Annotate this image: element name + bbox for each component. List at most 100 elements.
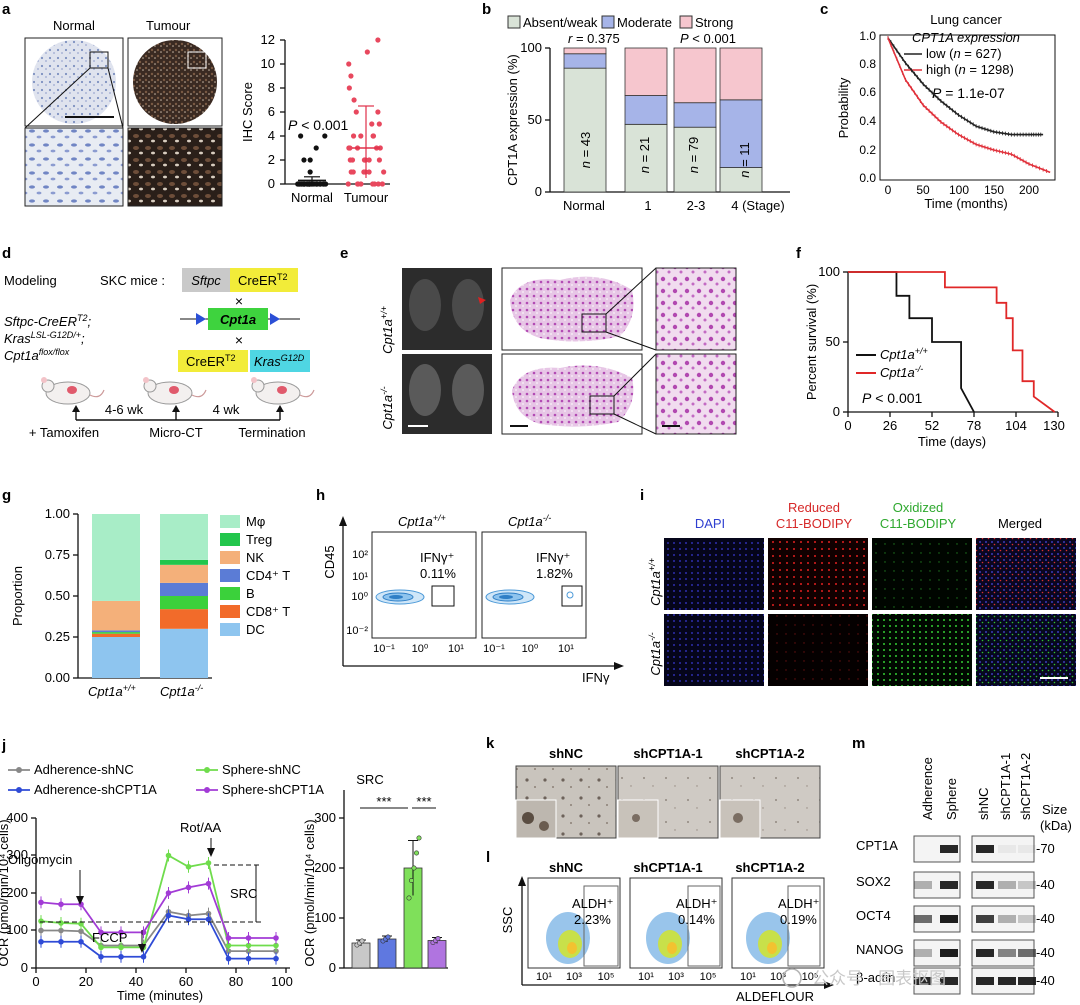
legend-swatch-strong (679, 15, 693, 29)
fluor-reduced-ko (768, 614, 868, 686)
data-point (118, 944, 124, 951)
tick-label: 0.00 (45, 670, 70, 685)
bar-segment (563, 47, 607, 55)
size-marker: -40 (1036, 945, 1055, 960)
data-point (98, 953, 104, 960)
bar-segment (160, 582, 208, 596)
tick-label: 0 (32, 974, 39, 989)
col-shcpt1a-2: shCPT1A-2 (735, 746, 804, 761)
y-axis-label: Proportion (10, 566, 25, 626)
tick-label: 0.50 (45, 588, 70, 603)
tick-label: 8 (268, 80, 275, 95)
genotype-sup: T2 (77, 313, 88, 323)
label-skc-mice: SKC mice : (100, 273, 165, 288)
data-point (346, 61, 352, 67)
box-creer-2 (178, 350, 248, 372)
fluor-merged-ko (976, 614, 1076, 686)
genotype-text: Cpt1a (4, 348, 39, 363)
tick-label: 2 (268, 152, 275, 167)
data-point (225, 955, 232, 962)
col-sup: -/- (543, 513, 552, 523)
data-point (185, 863, 192, 870)
row-sup: -/- (379, 386, 389, 395)
tick-label: 10⁵ (598, 971, 615, 983)
tick-label: 26 (883, 418, 897, 433)
blot-band (1018, 845, 1036, 853)
tick-label: 50 (916, 183, 930, 197)
watermark-text: 公众号 · 图表抠图 (812, 969, 946, 988)
tissue-core-normal (32, 40, 116, 124)
x-axis-label: Time (days) (918, 434, 986, 449)
ocr-line (41, 910, 276, 953)
legend-label: Sphere-shNC (222, 762, 301, 777)
flow-plot-ko (481, 531, 587, 639)
zoom-box (589, 395, 615, 415)
panel-letter-l: l (486, 849, 490, 866)
loxp-site (196, 313, 206, 325)
interval-1: 4-6 wk (105, 402, 144, 417)
row-label-wt: Cpt1a+/+ (647, 558, 663, 606)
lane-shnc: shNC (976, 787, 991, 820)
legend-ko: Cpt1a-/- (880, 364, 923, 380)
lane-shcpt1a-2: shCPT1A-2 (1018, 753, 1033, 820)
bar-segment (624, 123, 668, 193)
gate-label: ALDH⁺ (778, 896, 820, 911)
y-ticks-g: 0.00 0.25 0.50 0.75 1.00 (45, 506, 78, 685)
cat-text: Cpt1a (88, 684, 123, 699)
data-point (118, 953, 124, 960)
tick-label: 10¹ (448, 643, 464, 655)
blot-band (998, 881, 1016, 889)
data-point (38, 927, 44, 934)
blot-band (976, 881, 994, 889)
cross-symbol: × (235, 293, 243, 309)
legend-text: Cpt1a (880, 347, 915, 362)
data-point (350, 169, 356, 175)
tick-label: 10⁰ (351, 591, 368, 603)
panel-b: b Absent/weak Moderate Strong r = 0.375 … (482, 1, 790, 213)
tick-label: 0.4 (859, 114, 876, 128)
tick-label: 100 (949, 183, 969, 197)
lane-sphere: Sphere (944, 778, 959, 820)
flow-plot-shnc (527, 877, 621, 969)
x-ticks-h: 10⁻¹ 10⁰ 10¹ 10⁻¹ 10⁰ 10¹ (373, 643, 574, 655)
blot-band (1018, 881, 1036, 889)
size-marker: -40 (1036, 911, 1055, 926)
interval-2: 4 wk (213, 402, 240, 417)
western-blot: CPT1A -70 SOX2 -40 OCT4 -40 NANOG -40 β-actin -40 (856, 835, 1055, 995)
tick-label: 300 (6, 847, 28, 862)
tick-label: 78 (967, 418, 981, 433)
legend-marker (16, 767, 22, 773)
p-value-c: P = 1.1e-07 (932, 85, 1005, 101)
he-zoom-ko (655, 353, 737, 435)
data-point (98, 944, 104, 951)
he-zoom-wt (655, 267, 737, 351)
bar-segment (719, 167, 763, 193)
blot-band (940, 915, 958, 923)
legend-label: Treg (246, 532, 272, 547)
panel-m: m Adherence Sphere shNC shCPT1A-1 shCPT1… (852, 735, 1072, 995)
bar-segment (624, 95, 668, 125)
blot-band (976, 949, 994, 957)
sphere (522, 812, 534, 824)
size-marker: -40 (1036, 973, 1055, 988)
x-axis-label: IFNγ (582, 670, 610, 685)
gate-label: ALDH⁺ (676, 896, 718, 911)
blot-band (998, 845, 1016, 853)
legend-high: high (n = 1298) (926, 62, 1014, 77)
label-oligomycin: Oligomycin (8, 852, 72, 867)
data-point (379, 181, 386, 187)
panel-letter-i: i (640, 487, 644, 504)
data-point (245, 942, 252, 949)
y-axis-label: SSC (500, 907, 515, 934)
panel-letter-f: f (796, 245, 802, 262)
label-rotaa: Rot/AA (180, 820, 222, 835)
label-creer: CreERT2 (238, 272, 288, 288)
cat-sup: -/- (195, 683, 204, 693)
col-text: Cpt1a (398, 514, 433, 529)
box-sftpc (182, 268, 230, 292)
significance-stars: *** (376, 794, 391, 809)
col-shcpt1a-1: shCPT1A-1 (633, 746, 702, 761)
data-point (306, 181, 312, 187)
data-point (58, 901, 64, 908)
flow-plot-shcpt1a-2 (731, 877, 825, 969)
